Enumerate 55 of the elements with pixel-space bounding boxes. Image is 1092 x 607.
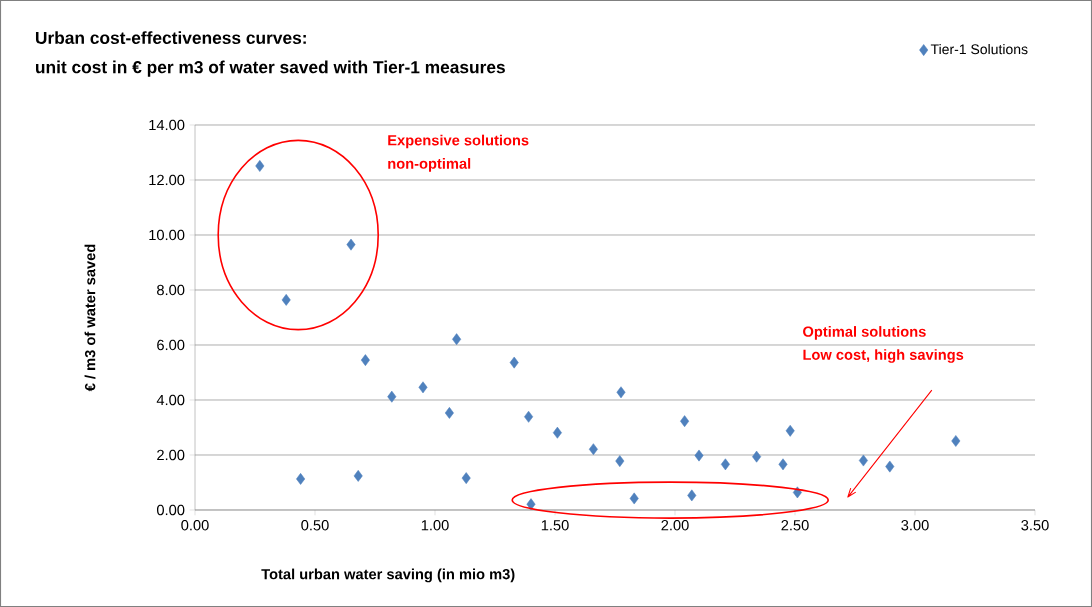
- y-tick-label: 10.00: [149, 229, 185, 241]
- annotation: Optimal solutions: [803, 326, 926, 340]
- point: [792, 486, 802, 499]
- y-tick-label: 8.00: [157, 284, 185, 296]
- x-tick-label: 1.00: [421, 520, 449, 531]
- point: [281, 294, 291, 306]
- point: [255, 160, 265, 172]
- point: [552, 426, 562, 439]
- point: [752, 450, 762, 463]
- point: [346, 238, 356, 251]
- point: [526, 498, 536, 511]
- point: [452, 333, 462, 346]
- y-tick-label: 6.00: [157, 339, 185, 351]
- point: [509, 356, 519, 369]
- point: [615, 455, 625, 467]
- y-tick-label: 12.00: [149, 174, 185, 186]
- point: [694, 449, 704, 462]
- annotation: Low cost, high savings: [803, 349, 964, 363]
- point: [444, 407, 454, 419]
- x-axis-title: Total urban water saving (in mio m3): [261, 568, 515, 583]
- point: [353, 470, 363, 482]
- y-tick-label: 2.00: [157, 449, 185, 461]
- point: [360, 354, 370, 366]
- point: [720, 458, 730, 471]
- x-tick-label: 2.00: [661, 520, 689, 531]
- point: [588, 443, 598, 456]
- point: [951, 435, 961, 447]
- y-tick-label: 0.00: [156, 504, 185, 516]
- chart-subtitle: unit cost in € per m3 of water saved with Tier-1 measures: [36, 60, 505, 77]
- annotation: Expensive solutions: [388, 134, 529, 149]
- point: [461, 472, 471, 484]
- point: [296, 473, 306, 485]
- point: [885, 460, 895, 473]
- point: [687, 489, 697, 502]
- annotation: non-optimal: [388, 158, 471, 172]
- x-tick-label: 2.50: [781, 520, 809, 531]
- x-tick-label: 1.50: [541, 520, 569, 531]
- legend-label: Tier-1 Solutions: [930, 43, 1028, 55]
- point: [387, 390, 397, 403]
- y-tick-label: 4.00: [156, 394, 185, 406]
- point: [785, 424, 795, 437]
- point: [858, 454, 868, 467]
- point: [680, 415, 690, 428]
- point: [616, 386, 626, 399]
- x-tick-label: 3.50: [1021, 520, 1049, 531]
- x-tick-label: 0.50: [301, 520, 329, 531]
- point: [418, 381, 428, 394]
- chart-title: Urban cost-effectiveness curves:: [35, 31, 306, 44]
- point: [524, 410, 534, 423]
- x-tick-label: 0.00: [181, 520, 209, 531]
- x-tick-label: 3.00: [901, 520, 929, 531]
- y-axis-title: € / m3 of water saved: [84, 244, 96, 392]
- y-tick-label: 14.00: [149, 119, 185, 131]
- point: [778, 458, 788, 471]
- point: [629, 492, 639, 505]
